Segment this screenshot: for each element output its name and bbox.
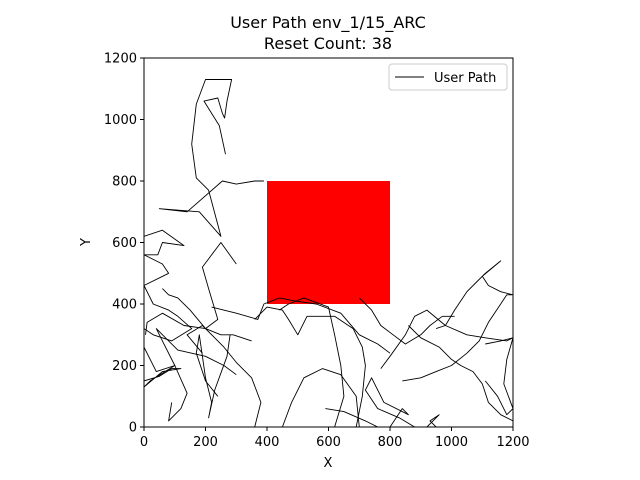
y-axis-label: Y	[79, 238, 94, 247]
user-path-segment	[426, 414, 440, 427]
chart-subtitle: Reset Count: 38	[264, 34, 392, 53]
user-path-segment	[484, 337, 513, 416]
x-tick-label: 0	[140, 435, 148, 450]
user-path-segment	[211, 297, 391, 354]
user-path-segment	[279, 297, 345, 427]
x-axis: 0 200 400 600 800 1000 1200	[140, 427, 530, 450]
x-tick-label: 200	[193, 435, 218, 450]
user-path-segment	[195, 334, 231, 419]
x-tick-label: 400	[255, 435, 280, 450]
x-tick-label: 1000	[435, 435, 468, 450]
legend-box	[388, 63, 508, 91]
y-tick-label: 200	[112, 359, 137, 374]
user-path-segment	[281, 368, 360, 427]
user-path-segment	[325, 408, 378, 427]
user-path-segment	[408, 325, 513, 422]
user-path-segment	[254, 306, 366, 427]
y-tick-label: 1200	[104, 52, 137, 67]
user-path-segment	[186, 325, 262, 427]
y-axis: 0 200 400 600 800 1000 1200	[104, 52, 144, 436]
user-path-segment	[380, 309, 513, 369]
user-path-segment	[364, 377, 415, 427]
legend-label-user-path: User Path	[434, 71, 496, 86]
chart-title: User Path env_1/15_ARC	[230, 13, 426, 33]
y-tick-label: 1000	[104, 113, 137, 128]
user-path-segment	[162, 288, 252, 342]
user-path-segment	[358, 297, 455, 345]
obstacle-rect	[267, 181, 390, 304]
y-tick-label: 800	[112, 175, 137, 190]
user-path-segment	[145, 242, 237, 335]
x-tick-label: 800	[378, 435, 403, 450]
user-path-segment	[158, 79, 264, 237]
legend: User Path	[388, 63, 508, 91]
y-tick-label: 400	[112, 298, 137, 313]
x-tick-label: 1200	[496, 435, 529, 450]
y-tick-label: 600	[112, 236, 137, 251]
user-path-segment	[144, 346, 182, 388]
x-tick-label: 600	[316, 435, 341, 450]
y-tick-label: 0	[129, 421, 137, 436]
x-axis-label: X	[324, 456, 333, 471]
user-path-segment	[402, 260, 513, 382]
plot-area	[144, 79, 513, 427]
user-path-segment	[155, 328, 237, 422]
user-path-segment	[144, 229, 193, 342]
